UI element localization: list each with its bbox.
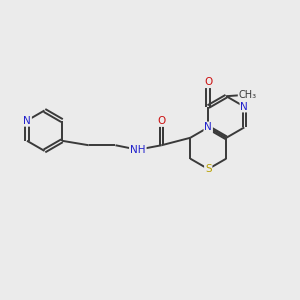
Text: N: N [23, 116, 31, 126]
Text: CH₃: CH₃ [238, 90, 257, 100]
Text: NH: NH [130, 145, 146, 155]
Text: S: S [205, 164, 211, 174]
Text: N: N [240, 102, 248, 112]
Text: O: O [158, 116, 166, 126]
Text: N: N [204, 122, 212, 132]
Text: N: N [23, 116, 31, 126]
Text: O: O [204, 77, 212, 87]
Text: O: O [158, 116, 166, 126]
Text: NH: NH [130, 145, 146, 155]
